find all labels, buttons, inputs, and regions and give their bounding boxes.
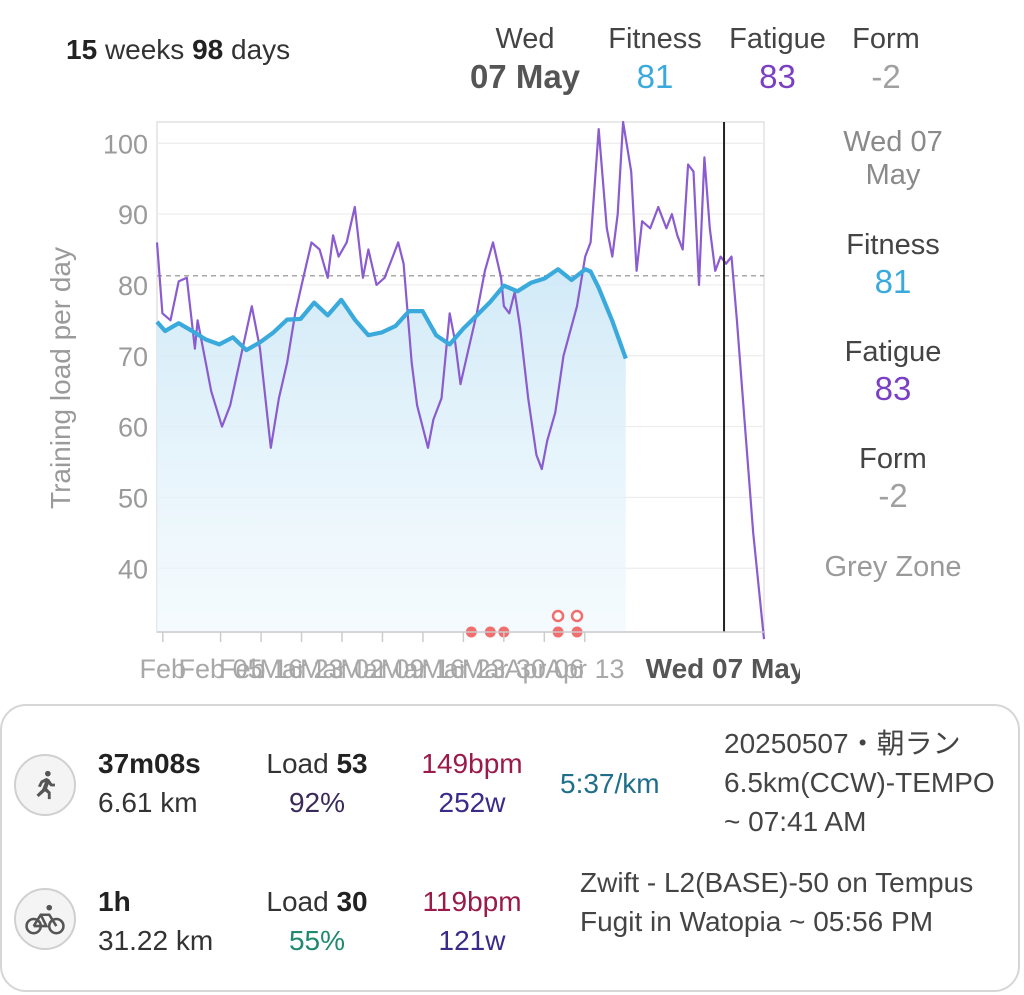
weeks-value: 15 — [66, 34, 98, 65]
fatigue-line — [155, 120, 766, 640]
load-value: 53 — [336, 748, 368, 779]
fitness-line — [155, 267, 628, 360]
side-form-label: Form — [859, 443, 927, 475]
x-tick-label: Apr 13 — [545, 654, 625, 684]
header-day: Wed — [495, 23, 555, 55]
activity-duration: 37m08s — [98, 748, 201, 779]
header-form: Form -2 — [840, 22, 932, 98]
activity-description: Zwift - L2(BASE)-50 on Tempus Fugit in W… — [580, 867, 974, 937]
y-tick-label: 50 — [118, 483, 148, 513]
activity-row-running[interactable]: 37m08s 6.61 km Load 53 92% 149bpm 252w 5… — [2, 706, 1018, 844]
y-tick-label: 70 — [118, 342, 148, 372]
side-fatigue-value: 83 — [874, 370, 912, 407]
header-fitness-value: 81 — [636, 58, 674, 95]
y-tick-label: 60 — [118, 413, 148, 443]
side-zone-label: Grey Zone — [824, 551, 962, 583]
side-zone: Grey Zone — [800, 550, 986, 584]
x-tick-label: Mar 23 — [260, 654, 344, 684]
activity-description: 20250507・朝ラン 6.5km(CCW)-TEMPO ~ 07:41 AM — [724, 728, 995, 837]
side-fitness: Fitness 81 — [800, 228, 986, 302]
fitness-area — [157, 269, 626, 632]
y-tick-label: 80 — [118, 271, 148, 301]
activity-row-cycling[interactable]: 1h 31.22 km Load 30 55% 119bpm 121w Zwif… — [2, 846, 1018, 986]
session-dot-planned — [570, 609, 584, 623]
activity-load: Load 53 — [252, 744, 382, 783]
x-tick-label: Feb 05 — [179, 654, 263, 684]
side-fatigue: Fatigue 83 — [800, 335, 986, 409]
activity-distance: 31.22 km — [98, 925, 214, 956]
weeks-label: weeks — [104, 34, 185, 65]
y-tick-label: 40 — [118, 554, 148, 584]
x-tick-label: Mar 16 — [381, 654, 465, 684]
period-summary: 15 weeks 98 days — [66, 34, 290, 66]
load-label: Load — [266, 748, 329, 779]
activity-load: Load 30 — [252, 882, 382, 921]
y-axis-label: Training load per day — [45, 247, 76, 509]
days-value: 98 — [192, 34, 224, 65]
x-tick-label: Mar 02 — [300, 654, 384, 684]
header-fatigue-label: Fatigue — [729, 23, 826, 55]
activity-percent: 55% — [288, 925, 346, 956]
activity-heart-rate: 149bpm — [421, 748, 523, 779]
x-tick-label: Mar 23 — [421, 654, 505, 684]
activity-pace: 5:37/km — [560, 768, 660, 799]
y-tick-label: 90 — [118, 200, 148, 230]
header-fitness: Fitness 81 — [600, 22, 710, 98]
x-tick-label: Apr 06 — [505, 654, 585, 684]
running-icon — [14, 754, 76, 816]
header-date-value: 07 May — [469, 58, 581, 95]
load-value: 30 — [336, 886, 368, 917]
x-tick-label: Feb — [140, 654, 187, 684]
x-tick-label: Feb 16 — [219, 654, 303, 684]
side-fitness-value: 81 — [874, 263, 912, 300]
side-fatigue-label: Fatigue — [844, 336, 942, 368]
header-fitness-label: Fitness — [608, 23, 702, 55]
header-date: Wed 07 May — [455, 22, 595, 98]
side-date-value: Wed 07 May — [843, 126, 943, 191]
activity-heart-rate: 119bpm — [422, 886, 522, 917]
activity-power: 252w — [438, 787, 506, 818]
side-form: Form -2 — [800, 442, 986, 516]
header-fatigue: Fatigue 83 — [720, 22, 835, 98]
activity-distance: 6.61 km — [98, 787, 198, 818]
y-tick-label: 100 — [103, 129, 148, 159]
side-form-value: -2 — [878, 477, 908, 514]
activity-duration: 1h — [98, 886, 131, 917]
activity-percent: 92% — [288, 787, 346, 818]
cycling-icon — [14, 888, 76, 950]
x-selected-label: Wed 07 May — [646, 653, 800, 684]
side-fitness-label: Fitness — [846, 229, 940, 261]
x-tick-label: Mar 30 — [462, 654, 546, 684]
load-label: Load — [266, 886, 329, 917]
activity-power: 121w — [438, 925, 506, 956]
header-form-label: Form — [852, 23, 920, 55]
x-tick-label: Mar 09 — [340, 654, 424, 684]
side-date: Wed 07 May — [800, 126, 986, 192]
header-form-value: -2 — [871, 58, 901, 95]
days-label: days — [231, 34, 291, 65]
activities-card: 37m08s 6.61 km Load 53 92% 149bpm 252w 5… — [0, 704, 1020, 992]
session-dot-planned — [551, 609, 565, 623]
header-fatigue-value: 83 — [759, 58, 796, 95]
